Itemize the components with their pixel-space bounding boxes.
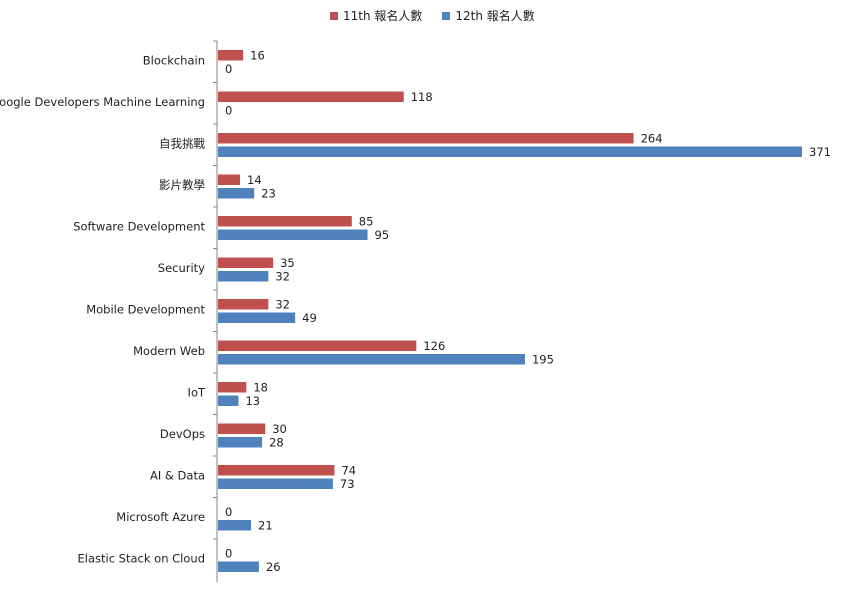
bar-11th: [218, 133, 634, 144]
legend-item-11th: 11th 報名人數: [330, 7, 422, 24]
category-label: Microsoft Azure: [116, 510, 205, 524]
data-label: 32: [275, 270, 290, 284]
bar-11th: [218, 257, 274, 268]
bar-11th: [218, 465, 335, 476]
data-label: 14: [247, 173, 262, 187]
category-label: Blockchain: [143, 54, 205, 68]
category-label: IoT: [188, 386, 206, 400]
bar-11th: [218, 382, 247, 393]
data-label: 0: [225, 547, 232, 561]
bar-12th: [218, 271, 269, 282]
bar-11th: [218, 174, 241, 185]
data-label: 73: [340, 477, 355, 491]
data-label: 0: [225, 505, 232, 519]
data-label: 74: [341, 464, 356, 478]
legend-swatch-12th: [442, 11, 451, 20]
data-label: 16: [250, 49, 265, 63]
category-label: Software Development: [73, 220, 205, 234]
data-label: 0: [225, 62, 232, 76]
data-label: 0: [225, 104, 232, 118]
bar-11th: [218, 423, 266, 434]
data-label: 371: [809, 145, 831, 159]
category-label: Elastic Stack on Cloud: [77, 552, 205, 566]
category-label: 影片教學: [159, 178, 205, 192]
bar-11th: [218, 216, 352, 227]
data-label: 26: [266, 560, 281, 574]
data-label: 32: [275, 298, 290, 312]
chart-legend: 11th 報名人數 12th 報名人數: [330, 7, 535, 24]
bar-11th: [218, 50, 244, 61]
data-label: 95: [375, 228, 390, 242]
category-label: DevOps: [160, 427, 205, 441]
category-label: 自我挑戰: [159, 137, 205, 151]
bar-12th: [218, 312, 296, 323]
bar-11th: [218, 91, 404, 102]
bar-12th: [218, 146, 802, 157]
legend-label-12th: 12th 報名人數: [455, 9, 535, 23]
bar-12th: [218, 229, 368, 240]
bar-12th: [218, 520, 252, 531]
data-label: 126: [423, 339, 445, 353]
bar-12th: [218, 437, 263, 448]
category-label: AI & Data: [150, 469, 205, 483]
category-label: Mobile Development: [86, 303, 205, 317]
bar-12th: [218, 395, 239, 406]
bar-12th: [218, 478, 333, 489]
category-label: Modern Web: [133, 344, 205, 358]
legend-label-11th: 11th 報名人數: [343, 9, 423, 23]
category-label: Google Developers Machine Learning: [0, 95, 205, 109]
bar-11th: [218, 299, 269, 310]
bar-12th: [218, 354, 525, 365]
bar-12th: [218, 188, 255, 199]
data-label: 18: [253, 381, 268, 395]
bar-11th: [218, 340, 417, 351]
data-label: 35: [280, 256, 295, 270]
data-label: 13: [245, 394, 260, 408]
data-label: 118: [411, 90, 433, 104]
data-label: 85: [359, 215, 374, 229]
data-label: 49: [302, 311, 317, 325]
legend-item-12th: 12th 報名人數: [442, 7, 535, 24]
data-label: 30: [272, 422, 287, 436]
data-label: 264: [641, 132, 663, 146]
data-label: 23: [261, 187, 276, 201]
data-label: 195: [532, 353, 554, 367]
category-label: Security: [158, 261, 205, 275]
legend-swatch-11th: [330, 11, 338, 20]
data-label: 21: [258, 519, 273, 533]
bar-12th: [218, 561, 259, 572]
data-label: 28: [269, 436, 284, 450]
